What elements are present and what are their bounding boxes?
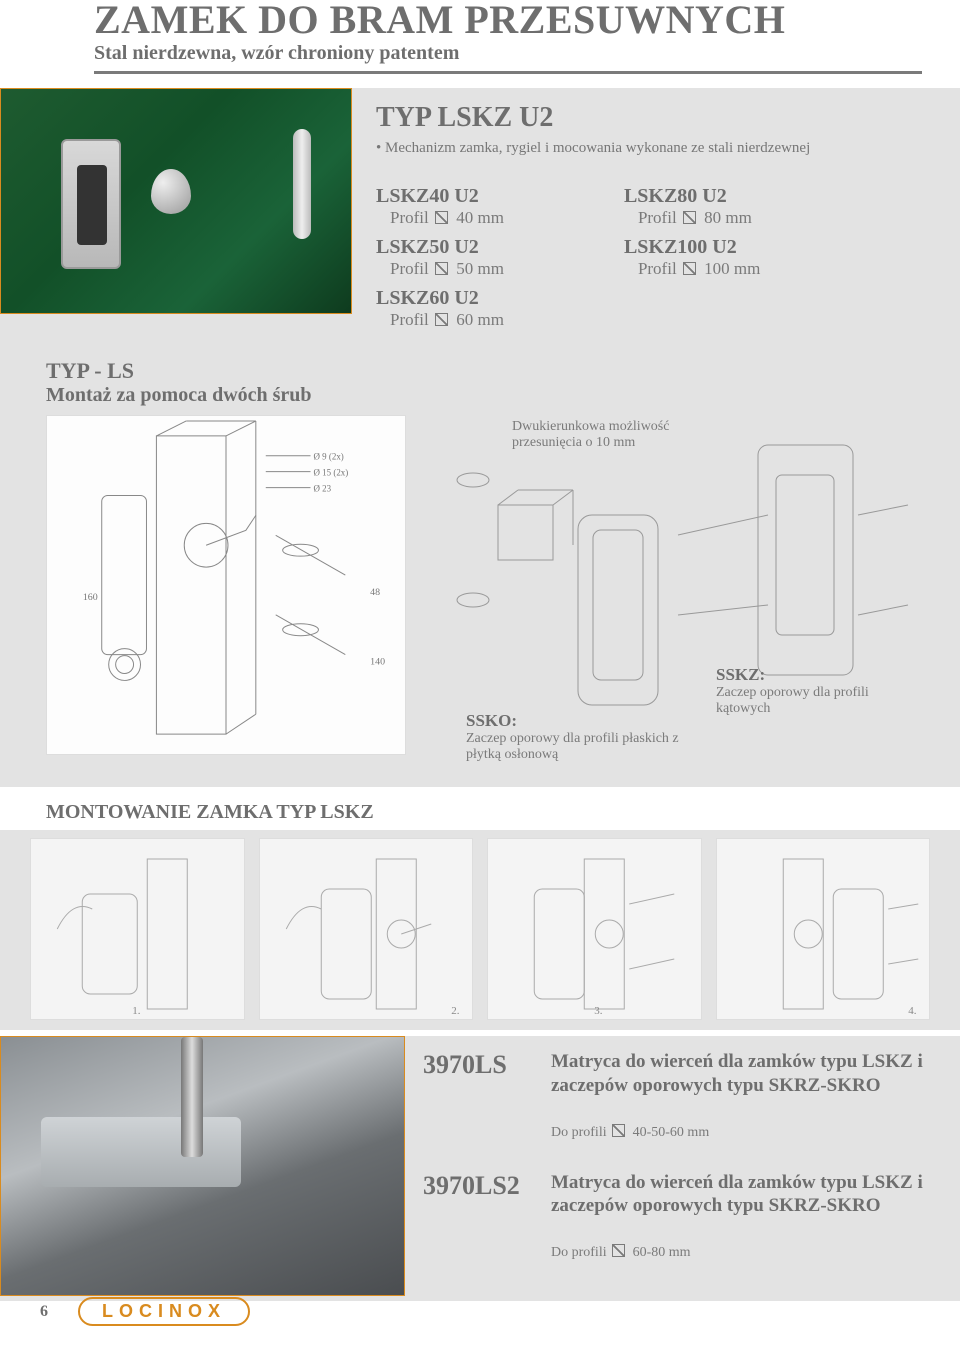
page-subtitle: Stal nierdzewna, wzór chroniony patentem xyxy=(94,42,960,65)
variant-name: LSKZ100 U2 xyxy=(624,236,760,259)
variant-name: LSKZ80 U2 xyxy=(624,185,760,208)
variant-profil: Profil 50 mm xyxy=(376,259,504,279)
svg-text:Ø 9 (2x): Ø 9 (2x) xyxy=(313,452,343,462)
annotation-dwukier: Dwukierunkowa możliwość przesunięcia o 1… xyxy=(512,419,722,451)
variant-name: LSKZ50 U2 xyxy=(376,236,504,259)
page-title: ZAMEK DO BRAM PRZESUWNYCH xyxy=(94,0,960,40)
svg-text:160: 160 xyxy=(83,592,98,603)
mount-step-1: 1. xyxy=(30,838,245,1020)
ls-section-header: TYP - LS Montaż za pomoca dwóch śrub xyxy=(0,348,960,407)
svg-text:Ø 23: Ø 23 xyxy=(313,484,331,494)
top-section: TYP LSKZ U2 Mechanizm zamka, rygiel i mo… xyxy=(0,88,960,348)
svg-text:Ø 15 (2x): Ø 15 (2x) xyxy=(313,468,348,478)
product-row-2: 3970LS2 Matryca do wierceń dla zamków ty… xyxy=(423,1171,936,1262)
mounting-steps: 1. 2. 3. 4. xyxy=(0,830,960,1030)
mount-step-4: 4. xyxy=(716,838,931,1020)
sskz-text: Zaczep oporowy dla profili kątowych xyxy=(716,685,896,717)
brand-logo: LOCINOX xyxy=(78,1297,250,1326)
variant-name: LSKZ60 U2 xyxy=(376,287,504,310)
svg-text:1.: 1. xyxy=(132,1005,141,1017)
ls-title: TYP - LS xyxy=(46,358,960,384)
svg-text:4.: 4. xyxy=(908,1005,917,1017)
variants-left-col: LSKZ40 U2 Profil 40 mm LSKZ50 U2 Profil … xyxy=(376,185,504,338)
svg-text:48: 48 xyxy=(370,587,380,598)
page-number: 6 xyxy=(40,1303,48,1321)
bottom-section: 3970LS Matryca do wierceń dla zamków typ… xyxy=(0,1036,960,1301)
ls-subtitle: Montaż za pomoca dwóch śrub xyxy=(46,384,960,407)
product-row-1: 3970LS Matryca do wierceń dla zamków typ… xyxy=(423,1050,936,1141)
product-code: 3970LS xyxy=(423,1050,531,1141)
header-divider xyxy=(94,71,922,74)
sskz-title: SSKZ: xyxy=(716,665,896,685)
mount-step-3: 3. xyxy=(487,838,702,1020)
mounting-title: MONTOWANIE ZAMKA TYP LSKZ xyxy=(0,787,960,830)
variant-profil: Profil 100 mm xyxy=(624,259,760,279)
diagram-band: Ø 9 (2x) Ø 15 (2x) Ø 23 160 48 140 Dwuki… xyxy=(0,407,960,787)
product-subdesc: Do profili 40-50-60 mm xyxy=(551,1124,936,1141)
mount-step-2: 2. xyxy=(259,838,474,1020)
technical-drawing-left: Ø 9 (2x) Ø 15 (2x) Ø 23 160 48 140 xyxy=(46,415,406,755)
variants-right-col: LSKZ80 U2 Profil 80 mm LSKZ100 U2 Profil… xyxy=(624,185,760,338)
ssko-title: SSKO: xyxy=(466,711,686,731)
type-title: TYP LSKZ U2 xyxy=(376,102,940,134)
svg-text:2.: 2. xyxy=(451,1005,460,1017)
annotation-sskz: SSKZ: Zaczep oporowy dla profili kątowyc… xyxy=(716,665,896,717)
type-bullet: Mechanizm zamka, rygiel i mocowania wyko… xyxy=(376,140,940,157)
ssko-text: Zaczep oporowy dla profili płaskich z pł… xyxy=(466,731,686,763)
product-subdesc: Do profili 60-80 mm xyxy=(551,1244,936,1261)
product-desc: Matryca do wierceń dla zamków typu LSKZ … xyxy=(551,1050,936,1098)
svg-text:140: 140 xyxy=(370,657,385,668)
variant-name: LSKZ40 U2 xyxy=(376,185,504,208)
svg-text:3.: 3. xyxy=(594,1005,603,1017)
variant-profil: Profil 40 mm xyxy=(376,208,504,228)
product-desc: Matryca do wierceń dla zamków typu LSKZ … xyxy=(551,1171,936,1219)
technical-drawing-right: Dwukierunkowa możliwość przesunięcia o 1… xyxy=(426,415,930,755)
page-footer: 6 LOCINOX xyxy=(40,1297,250,1326)
product-code: 3970LS2 xyxy=(423,1171,531,1262)
variant-profil: Profil 60 mm xyxy=(376,310,504,330)
product-photo xyxy=(0,88,352,314)
variant-profil: Profil 80 mm xyxy=(624,208,760,228)
annotation-ssko: SSKO: Zaczep oporowy dla profili płaskic… xyxy=(466,711,686,763)
drill-template-photo xyxy=(0,1036,405,1296)
